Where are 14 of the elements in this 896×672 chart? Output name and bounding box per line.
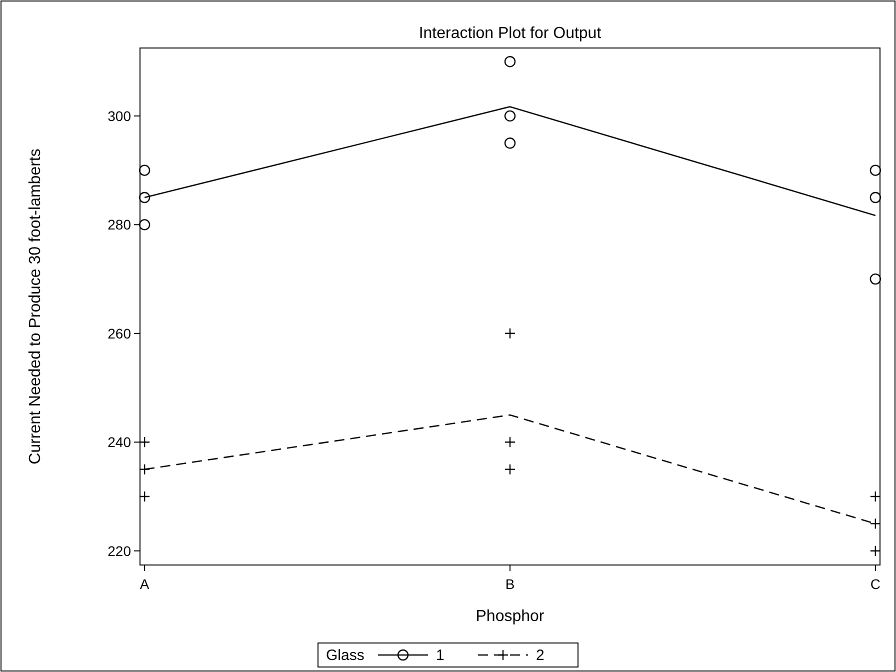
x-tick-label: A xyxy=(140,576,150,592)
y-tick-label: 220 xyxy=(108,542,132,559)
y-tick-label: 240 xyxy=(108,434,132,450)
y-axis-title: Current Needed to Produce 30 foot-lamberts xyxy=(27,148,44,464)
x-axis-title: Phosphor xyxy=(476,608,545,625)
legend-title: Glass xyxy=(326,647,364,664)
x-tick-label: B xyxy=(505,576,515,592)
y-tick-label: 300 xyxy=(108,108,132,124)
legend-label: 1 xyxy=(436,647,444,664)
legend-label: 2 xyxy=(536,647,544,664)
x-tick-label: C xyxy=(870,576,880,592)
chart-title: Interaction Plot for Output xyxy=(418,25,602,42)
y-tick-label: 280 xyxy=(108,216,132,233)
y-tick-label: 260 xyxy=(108,325,132,342)
